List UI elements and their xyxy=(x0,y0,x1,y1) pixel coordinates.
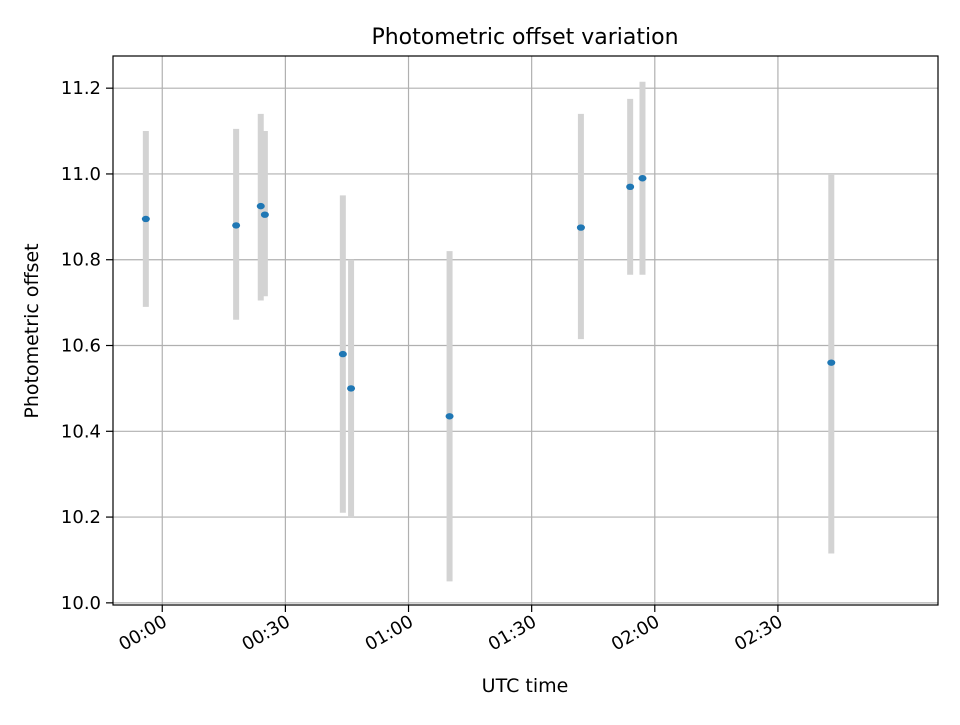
data-point xyxy=(638,175,647,182)
data-point xyxy=(626,183,635,191)
y-tick-label: 10.4 xyxy=(61,421,101,442)
y-tick-label: 11.0 xyxy=(61,164,101,185)
data-point xyxy=(141,215,150,223)
data-point xyxy=(338,350,347,358)
data-point xyxy=(576,224,585,231)
data-point xyxy=(827,359,836,366)
x-axis-label: UTC time xyxy=(482,675,569,697)
y-tick-label: 10.0 xyxy=(61,593,101,614)
data-point xyxy=(445,413,454,420)
data-point xyxy=(347,385,356,392)
y-tick-label: 10.8 xyxy=(61,250,101,271)
data-point xyxy=(260,211,269,218)
data-point xyxy=(232,222,241,229)
point-layer xyxy=(141,175,836,420)
y-axis-label: Photometric offset xyxy=(21,243,43,418)
y-tick-label: 10.2 xyxy=(61,507,101,528)
y-tick-label: 10.6 xyxy=(61,336,101,357)
grid-layer xyxy=(113,56,938,605)
plot-area-background xyxy=(113,56,938,605)
chart-title: Photometric offset variation xyxy=(371,25,678,50)
y-tick-label: 11.2 xyxy=(61,78,101,99)
plot-frame xyxy=(112,55,939,606)
data-point xyxy=(256,202,265,210)
